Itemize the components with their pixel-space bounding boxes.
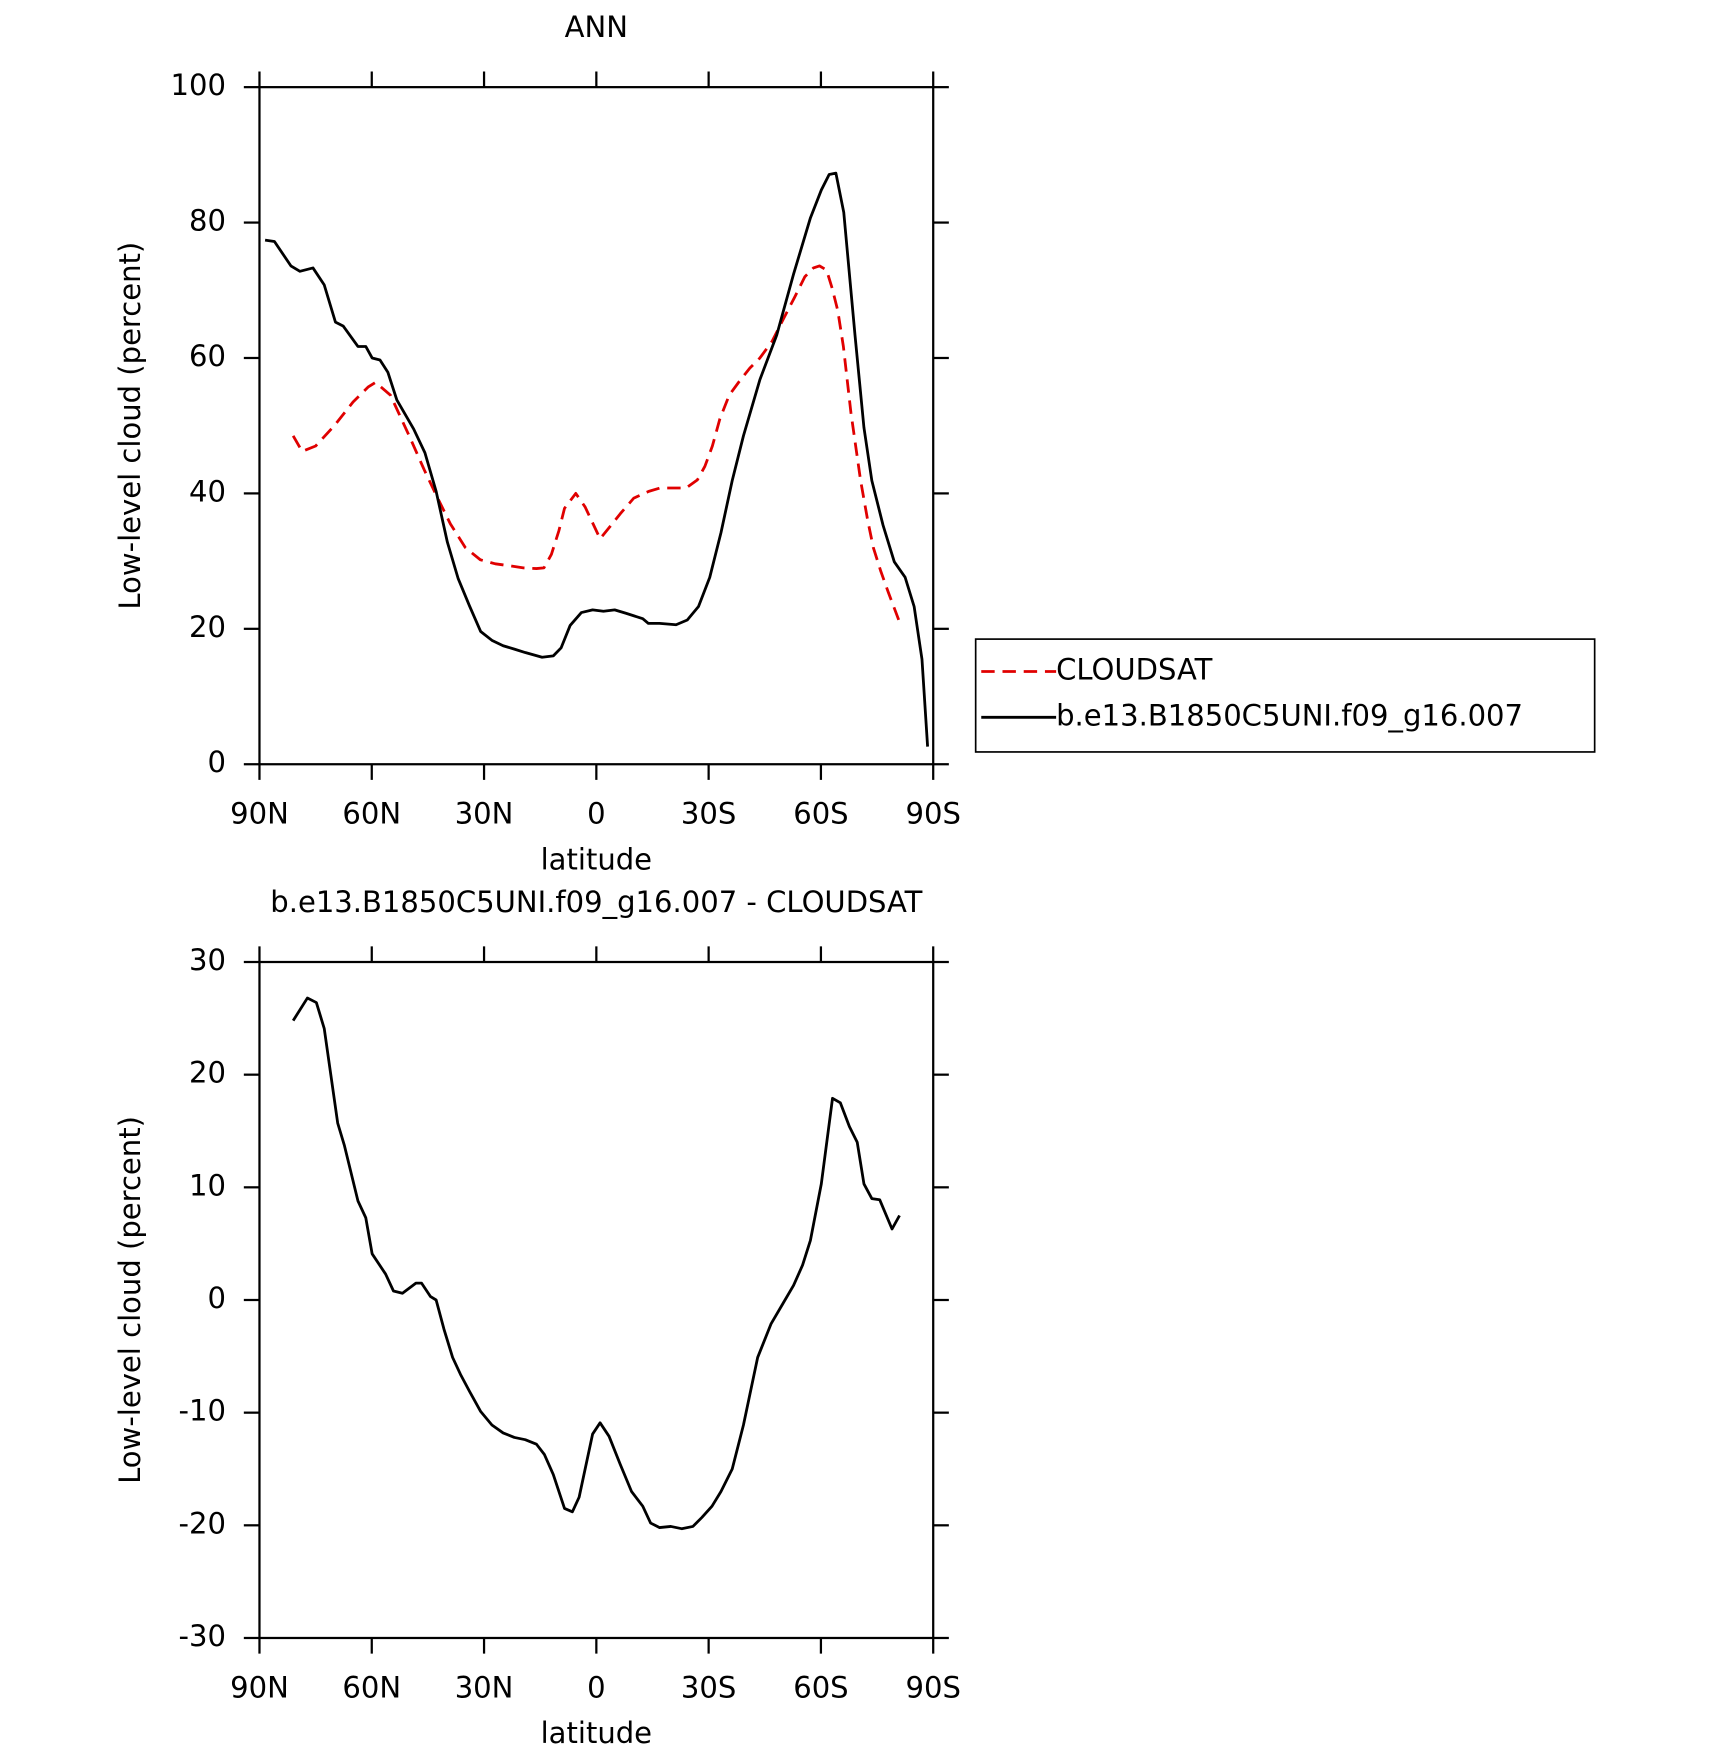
- x-tick-label: 60S: [793, 797, 848, 831]
- y-axis-label: Low-level cloud (percent): [113, 1116, 147, 1484]
- x-tick-label: 90S: [906, 797, 961, 831]
- y-tick-label: -20: [179, 1506, 226, 1540]
- x-tick-label: 0: [587, 797, 605, 831]
- x-tick-label: 60S: [793, 1670, 848, 1704]
- y-tick-label: -10: [179, 1394, 226, 1428]
- data-line: [264, 171, 929, 747]
- x-tick-label: 30N: [455, 1670, 514, 1704]
- legend-label: CLOUDSAT: [1056, 653, 1213, 687]
- data-line: [291, 996, 901, 1531]
- x-tick-label: 60N: [342, 1670, 401, 1704]
- chart-title: b.e13.B1850C5UNI.f09_g16.007 - CLOUDSAT: [270, 885, 922, 919]
- y-tick-label: -30: [179, 1619, 226, 1653]
- y-tick-label: 60: [189, 339, 226, 373]
- data-line: [291, 264, 901, 623]
- x-tick-label: 0: [587, 1670, 605, 1704]
- y-tick-label: 0: [207, 745, 225, 779]
- x-tick-label: 60N: [342, 797, 401, 831]
- x-axis-label: latitude: [541, 842, 652, 876]
- y-tick-label: 20: [189, 610, 226, 644]
- y-axis-label: Low-level cloud (percent): [113, 242, 147, 610]
- x-tick-label: 90N: [230, 1670, 289, 1704]
- plot-frame: [258, 86, 935, 766]
- x-tick-label: 90S: [906, 1670, 961, 1704]
- y-tick-label: 30: [189, 943, 226, 977]
- y-tick-label: 100: [171, 68, 226, 102]
- x-tick-label: 30N: [455, 797, 514, 831]
- plot-frame: [258, 960, 935, 1640]
- x-tick-label: 30S: [681, 1670, 736, 1704]
- y-tick-label: 40: [189, 474, 226, 508]
- y-tick-label: 20: [189, 1056, 226, 1090]
- x-tick-label: 30S: [681, 797, 736, 831]
- y-tick-label: 80: [189, 204, 226, 238]
- legend-box: [974, 638, 1596, 753]
- legend-label: b.e13.B1850C5UNI.f09_g16.007: [1056, 698, 1523, 732]
- y-tick-label: 10: [189, 1168, 226, 1202]
- y-tick-label: 0: [207, 1281, 225, 1315]
- chart-title: ANN: [565, 10, 628, 44]
- x-tick-label: 90N: [230, 797, 289, 831]
- x-axis-label: latitude: [541, 1716, 652, 1750]
